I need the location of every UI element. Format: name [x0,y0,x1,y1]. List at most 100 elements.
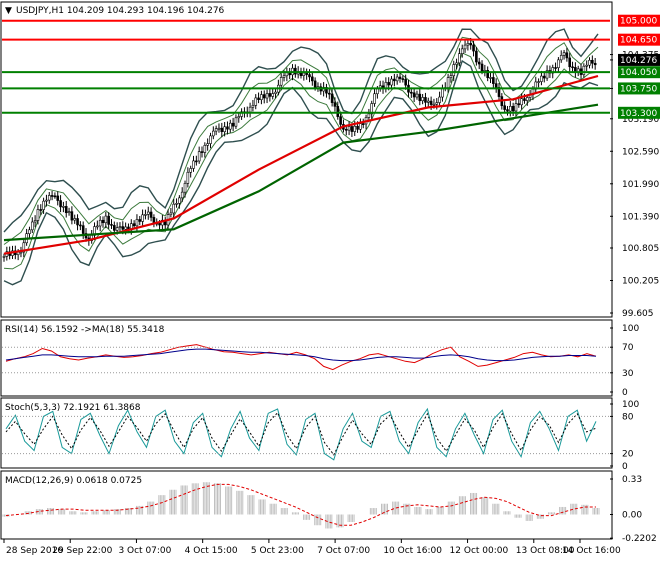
candle-body [492,77,495,84]
candle-body [169,212,173,216]
candle-body [144,214,147,216]
candle-body [67,211,71,214]
candle-body [421,97,424,102]
candle-body [542,75,546,79]
candle-body [22,242,26,253]
time-axis-label: 13 Oct 08:00 [516,546,575,556]
rsi-pane-title: RSI(14) 56.1592 ->MA(18) 55.3418 [5,325,165,335]
time-axis-label: 28 Sep 2016 [6,546,63,556]
candle-body [223,126,226,133]
candle-body [115,227,119,231]
candle-body [121,226,125,230]
rsi-axis-label: 70 [622,343,634,353]
current-price-label: 104.276 [620,56,657,66]
candle-body [138,219,142,222]
candle-body [189,168,192,173]
stoch-axis-label: 0 [622,462,628,472]
candle-body [350,126,354,132]
candle-body [415,93,419,98]
candle-body [195,160,198,163]
candle-body [565,52,569,59]
candle-body [313,80,317,88]
candle-body [432,103,436,106]
price-level-box [618,106,660,119]
candle-body [178,197,181,204]
price-level-box [618,14,660,27]
candle-body [197,151,201,162]
macd-axis-label: 0.00 [622,510,642,520]
price-level-box [618,82,660,95]
candle-body [469,43,473,46]
candle-body [183,183,187,193]
price-level-label: 104.050 [620,68,657,78]
candle-body [279,77,283,86]
candle-body [175,203,178,205]
candle-body [73,218,77,221]
candle-body [446,77,450,88]
candle-body [96,225,99,228]
price-level-label: 103.300 [620,109,657,119]
candle-body [429,100,433,105]
rsi-pane: 100 70 30 0 [2,324,639,398]
candle-body [64,206,68,214]
candle-body [410,91,413,94]
candle-body [455,62,458,65]
time-axis-label: 10 Oct 16:00 [383,546,442,556]
candle-body [463,44,467,50]
price-axis-label: 100.805 [622,244,659,254]
candle-body [186,171,190,184]
rsi-series-line [5,348,597,362]
rsi-axis-label: 100 [622,324,639,334]
candle-body [458,53,461,64]
candle-body [435,102,439,105]
candle-body [449,75,453,78]
stoch-pane-title: Stoch(5,3,3) 72.1921 61.3868 [5,403,141,413]
candle-body [248,106,252,113]
candle-body [511,106,515,112]
candle-body [497,87,501,97]
collapse-arrow-icon[interactable]: ▼ [5,6,12,16]
candle-body [36,209,40,221]
time-axis-label: 4 Oct 15:00 [185,546,238,556]
candle-body [514,103,518,112]
stoch-pane-frame [0,397,613,469]
candle-body [257,97,260,101]
candle-body [228,122,232,130]
candle-body [466,43,470,46]
candle-body [251,105,255,108]
candle-body [240,111,243,117]
candle-body [582,65,586,75]
candle-body [212,130,215,137]
price-level-label: 105.000 [620,17,657,27]
candle-body [571,66,574,69]
candle-body [118,226,122,228]
candle-body [424,97,427,103]
candle-body [412,92,416,98]
candle-body [537,81,540,83]
candle-body [265,93,269,99]
price-level-label: 104.650 [620,36,657,46]
stoch-axis-label: 20 [622,450,634,460]
candle-body [141,214,144,222]
candle-body [254,97,258,106]
candle-body [45,199,48,202]
candle-body [294,67,297,75]
candle-body [562,52,566,56]
candle-body [353,125,357,132]
candle-body [70,211,74,221]
envelope-line [3,36,599,245]
candle-body [418,93,422,102]
candle-body [101,219,105,224]
candle-body [557,59,560,69]
macd-pane: 0.33 0.00 -0.2202 [2,475,657,544]
envelope-line [3,52,599,270]
time-axis-label: 5 Oct 23:00 [251,546,304,556]
candle-body [486,70,489,79]
candle-body [59,200,62,208]
candle-body [47,195,51,201]
macd-axis-label: 0.33 [622,475,642,485]
candle-body [339,116,342,125]
candle-body [271,93,275,97]
candle-body [568,57,572,68]
